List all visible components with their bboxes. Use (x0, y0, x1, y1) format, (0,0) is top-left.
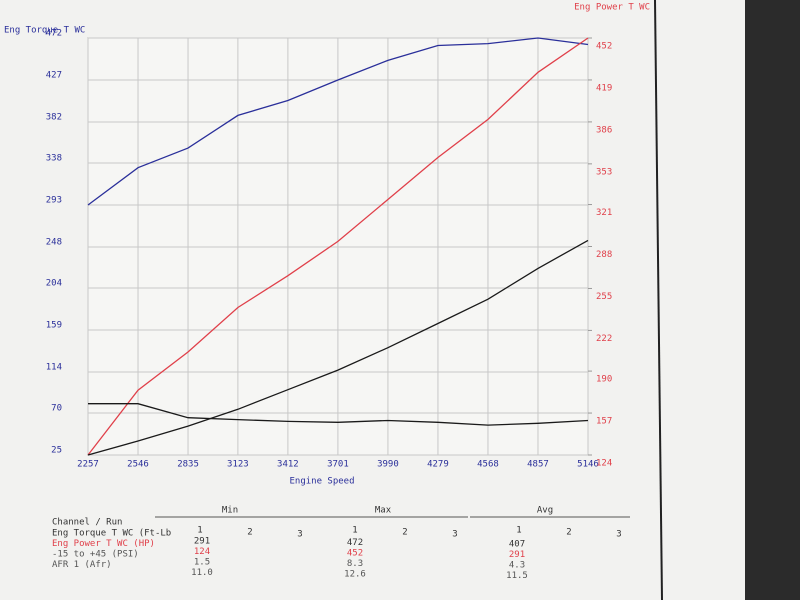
x-tick-label: 4568 (477, 460, 499, 470)
table-run-number: 1 (197, 526, 202, 536)
table-corner: Channel / Run (52, 518, 122, 528)
x-tick-label: 2546 (127, 460, 149, 470)
table-run-number: 1 (516, 526, 521, 536)
table-run-number: 3 (616, 530, 621, 540)
y-tick-label: 70 (51, 404, 62, 414)
table-cell: 407 (509, 540, 525, 550)
y2-tick-label: 190 (596, 375, 612, 385)
x-tick-label: 3990 (377, 460, 399, 470)
x-tick-label: 5146 (577, 460, 599, 470)
table-row-label: -15 to +45 (PSI) (52, 550, 139, 560)
x-tick-label: 3412 (277, 460, 299, 470)
table-cell: 291 (194, 537, 210, 547)
table-cell: 12.6 (344, 570, 366, 580)
y2-tick-label: 124 (596, 459, 612, 469)
x-tick-label: 2257 (77, 460, 99, 470)
table-run-number: 3 (452, 530, 457, 540)
y-tick-label: 293 (46, 195, 62, 205)
y2-tick-label: 222 (596, 334, 612, 344)
y-tick-label: 382 (46, 112, 62, 122)
table-row-label: AFR 1 (Afr) (52, 560, 112, 570)
x-axis-title: Engine Speed (289, 477, 354, 487)
table-cell: 11.5 (506, 571, 528, 581)
series-line (87, 239, 589, 456)
table-cell: 452 (347, 549, 363, 559)
table-cell: 291 (509, 550, 525, 560)
y-axis-title: Eng Torque T WC (4, 26, 85, 36)
y-tick-label: 472 (46, 29, 62, 39)
y2-tick-label: 321 (596, 208, 612, 218)
y2-tick-label: 353 (596, 167, 612, 177)
y-tick-label: 25 (51, 446, 62, 456)
y-tick-label: 114 (46, 362, 62, 372)
table-run-number: 2 (247, 528, 252, 538)
series-line (88, 403, 589, 426)
series-line (87, 37, 589, 456)
table-row-label: Eng Torque T WC (Ft-Lb (52, 529, 171, 539)
y2-tick-label: 419 (596, 83, 612, 93)
y2-tick-label: 452 (596, 42, 612, 52)
y2-tick-label: 288 (596, 250, 612, 260)
table-run-number: 2 (566, 528, 571, 538)
table-run-number: 2 (402, 528, 407, 538)
table-cell: 1.5 (194, 558, 210, 568)
x-tick-label: 2835 (177, 460, 199, 470)
y-tick-label: 427 (46, 70, 62, 80)
table-group-header: Min (222, 506, 238, 516)
table-cell: 8.3 (347, 559, 363, 569)
x-tick-label: 4857 (527, 460, 549, 470)
table-group-header: Max (375, 506, 392, 516)
series-line (87, 37, 589, 206)
table-run-number: 1 (352, 526, 357, 536)
table-cell: 124 (194, 547, 210, 557)
y-tick-label: 159 (46, 320, 62, 330)
x-tick-label: 3123 (227, 460, 249, 470)
paper-edge (654, 0, 663, 600)
x-tick-label: 4279 (427, 460, 449, 470)
table-cell: 4.3 (509, 561, 525, 571)
y2-tick-label: 386 (596, 125, 612, 135)
y-tick-label: 248 (46, 237, 62, 247)
table-row-label: Eng Power T WC (HP) (52, 539, 155, 549)
table-cell: 472 (347, 538, 363, 548)
table-cell: 11.0 (191, 568, 213, 578)
x-tick-label: 3701 (327, 460, 349, 470)
y2-axis-title: Eng Power T WC (574, 3, 650, 13)
y2-tick-label: 255 (596, 292, 612, 302)
table-run-number: 3 (297, 530, 302, 540)
y2-tick-label: 157 (596, 417, 612, 427)
table-group-header: Avg (537, 506, 553, 516)
y-tick-label: 204 (46, 279, 62, 289)
y-tick-label: 338 (46, 154, 62, 164)
